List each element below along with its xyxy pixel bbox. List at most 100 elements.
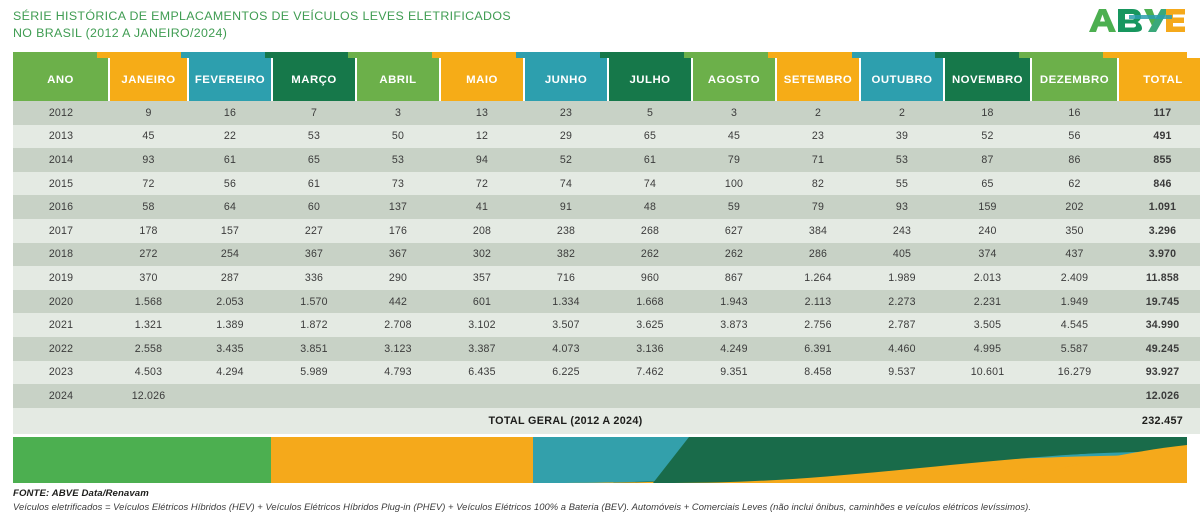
table-row: 2013 45 22 53 50 12 29 65 45 23 39 52 56 491 [13,124,1200,149]
column-header-outubro[interactable]: OUTUBRO [860,58,945,101]
cell-month-value: 4.503 [109,360,188,385]
table-row: 2018 272 254 367 367 302 382 262 262 286 405 374 437… [13,242,1200,267]
cell-month-value: 23 [776,124,860,149]
column-header-setembro[interactable]: SETEMBRO [776,58,861,101]
column-header-dezembro[interactable]: DEZEMBRO [1031,58,1119,101]
cell-month-value: 73 [356,171,440,196]
cell-month-value: 50 [356,124,440,149]
cell-month-value: 1.943 [692,289,776,314]
cell-month-value: 16.279 [1031,360,1118,385]
stripe-segment-9 [767,52,852,58]
cell-month-value: 159 [944,195,1031,219]
stripe-segment-13 [1103,52,1188,58]
cell-row-total: 12.026 [1118,384,1200,408]
cell-month-value: 4.073 [524,336,608,361]
cell-month-value: 48 [608,195,692,219]
cell-month-value: 45 [109,124,188,149]
cell-row-total: 19.745 [1118,289,1200,314]
cell-month-value: 437 [1031,242,1118,267]
cell-month-value: 94 [440,148,524,172]
table-row: 2023 4.503 4.294 5.989 4.793 6.435 6.225 7.462 9… [13,360,1200,385]
column-header-ano[interactable]: ANO [13,58,110,101]
table-row: 2016 58 64 60 137 41 91 48 59 79 93 159 202 1.091 [13,195,1200,219]
cell-month-value: 627 [692,218,776,243]
stripe-segment-10 [851,52,936,58]
column-header-total[interactable]: TOTAL [1118,58,1200,101]
cell-month-value: 1.264 [776,266,860,290]
cell-month-value: 367 [272,242,356,267]
cell-month-value: 716 [524,266,608,290]
cell-month-value [692,384,776,408]
cell-month-value: 157 [188,218,272,243]
cell-month-value: 3.873 [692,313,776,337]
table-row: 2015 72 56 61 73 72 74 74 100 82 55 65 62 846 [13,171,1200,196]
column-header-fevereiro[interactable]: FEVEREIRO [188,58,273,101]
cell-month-value [524,384,608,408]
cell-month-value: 39 [860,124,944,149]
cell-month-value: 601 [440,289,524,314]
cell-month-value: 2 [776,101,860,125]
cell-month-value: 4.249 [692,336,776,361]
table-head: ANO JANEIRO FEVEREIRO MARÇO ABRIL MAIO JUNHO JU… [13,58,1200,101]
cell-month-value: 74 [524,171,608,196]
cell-month-value: 3.851 [272,336,356,361]
cell-month-value: 10.601 [944,360,1031,385]
cell-month-value: 2.708 [356,313,440,337]
stripe-bar [13,52,1188,58]
cell-month-value: 58 [109,195,188,219]
cell-month-value: 86 [1031,148,1118,172]
cell-month-value [356,384,440,408]
column-header-janeiro[interactable]: JANEIRO [109,58,189,101]
cell-row-total: 117 [1118,101,1200,125]
cell-month-value: 53 [356,148,440,172]
cell-month-value: 87 [944,148,1031,172]
column-header-julho[interactable]: JULHO [608,58,693,101]
cell-year: 2019 [13,266,109,290]
column-header-junho[interactable]: JUNHO [524,58,609,101]
table-row: 2012 9 16 7 3 13 23 5 3 2 2 18 16 117 [13,101,1200,125]
cell-month-value: 374 [944,242,1031,267]
cell-month-value: 100 [692,171,776,196]
cell-year: 2020 [13,289,109,314]
cell-month-value: 1.321 [109,313,188,337]
table-header-row: ANO JANEIRO FEVEREIRO MARÇO ABRIL MAIO JUNHO JU… [13,58,1200,101]
cell-month-value: 3.102 [440,313,524,337]
table-row: 2022 2.558 3.435 3.851 3.123 3.387 4.073 3.136 4… [13,336,1200,361]
cell-row-total: 491 [1118,124,1200,149]
cell-month-value [188,384,272,408]
column-header-abril[interactable]: ABRIL [356,58,441,101]
cell-month-value: 3.136 [608,336,692,361]
cell-month-value: 79 [692,148,776,172]
cell-month-value: 254 [188,242,272,267]
cell-month-value: 4.793 [356,360,440,385]
cell-month-value: 9 [109,101,188,125]
footnote-definition: Veículos eletrificados = Veículos Elétri… [13,501,1031,512]
cell-month-value: 3 [356,101,440,125]
cell-month-value: 45 [692,124,776,149]
cell-month-value: 336 [272,266,356,290]
cell-month-value: 960 [608,266,692,290]
abve-logo [1086,6,1188,36]
cell-month-value: 243 [860,218,944,243]
cell-month-value: 5.587 [1031,336,1118,361]
cell-row-total: 3.970 [1118,242,1200,267]
cell-month-value: 4.460 [860,336,944,361]
cell-month-value: 382 [524,242,608,267]
column-header-maio[interactable]: MAIO [440,58,525,101]
cell-month-value: 6.435 [440,360,524,385]
column-header-agosto[interactable]: AGOSTO [692,58,777,101]
cell-month-value: 61 [272,171,356,196]
column-header-novembro[interactable]: NOVEMBRO [944,58,1032,101]
table-row: 2014 93 61 65 53 94 52 61 79 71 53 87 86 855 [13,148,1200,172]
column-header-mar-o[interactable]: MARÇO [272,58,357,101]
cell-month-value: 176 [356,218,440,243]
table-row: 2020 1.568 2.053 1.570 442 601 1.334 1.668 1.943… [13,289,1200,314]
cell-month-value: 867 [692,266,776,290]
cell-month-value: 350 [1031,218,1118,243]
cell-month-value: 22 [188,124,272,149]
table-body: 2012 9 16 7 3 13 23 5 3 2 2 18 16 117 2013 45 22 53 50 12 29… [13,101,1200,434]
cell-month-value: 55 [860,171,944,196]
cell-month-value: 52 [944,124,1031,149]
cell-month-value: 3.507 [524,313,608,337]
page-header: SÉRIE HISTÓRICA DE EMPLACAMENTOS DE VEÍC… [0,0,1200,48]
